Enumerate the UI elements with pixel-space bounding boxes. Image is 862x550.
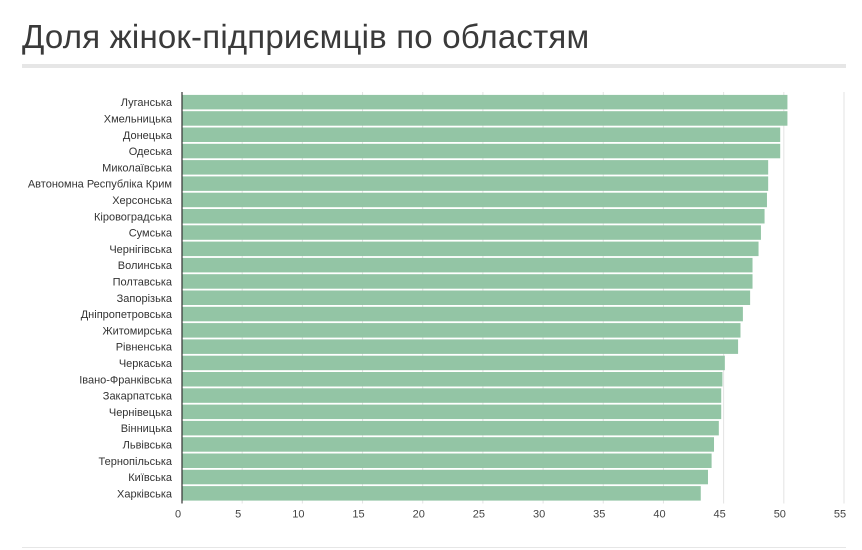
category-label: Луганська — [121, 97, 173, 109]
bar — [182, 420, 719, 436]
category-label: Запорізька — [117, 293, 173, 305]
category-labels: Луганська Хмельницька Донецька Одеська Микол… — [28, 97, 173, 500]
x-tick-label: 45 — [714, 509, 726, 521]
bar — [182, 127, 781, 142]
page-title: Доля жінок-підприємців по областям — [22, 18, 590, 55]
bar — [182, 372, 723, 387]
x-tick-label: 10 — [292, 509, 304, 521]
category-label: Одеська — [129, 146, 173, 158]
bar — [182, 209, 765, 224]
bar — [182, 241, 759, 257]
category-label: Закарпатська — [103, 391, 173, 403]
category-label: Чернівецька — [109, 407, 173, 419]
bar — [182, 306, 743, 322]
x-tick-label: 50 — [774, 509, 786, 521]
title-divider — [22, 64, 846, 68]
bar — [182, 274, 753, 289]
category-label: Чернігівська — [109, 244, 173, 256]
bar — [182, 143, 781, 159]
category-label: Івано-Франківська — [79, 374, 173, 386]
bar — [182, 486, 701, 501]
bottom-divider — [22, 547, 846, 548]
bar — [182, 355, 725, 371]
category-label: Львівська — [123, 439, 173, 451]
x-tick-label: 55 — [834, 509, 846, 521]
x-tick-label: 25 — [473, 509, 485, 521]
category-label: Рівненська — [116, 342, 173, 354]
x-tick-label: 5 — [235, 509, 241, 521]
category-label: Київська — [128, 472, 173, 484]
bar — [182, 94, 788, 110]
x-tick-label: 35 — [593, 509, 605, 521]
x-tick-label: 0 — [175, 509, 181, 521]
bar — [182, 323, 741, 338]
category-label: Хмельницька — [104, 113, 173, 125]
bars — [182, 94, 788, 501]
bar — [182, 453, 712, 468]
category-label: Автономна Республіка Крим — [28, 179, 172, 191]
bar — [182, 290, 751, 305]
category-label: Херсонська — [112, 195, 173, 207]
bar — [182, 404, 722, 420]
category-label: Полтавська — [113, 276, 173, 288]
category-label: Волинська — [118, 260, 173, 272]
bar — [182, 469, 708, 485]
category-label: Харківська — [117, 488, 173, 500]
bar — [182, 111, 788, 126]
x-tick-label: 40 — [653, 509, 665, 521]
category-label: Тернопільська — [99, 456, 173, 468]
x-tick-label: 30 — [533, 509, 545, 521]
bar — [182, 160, 769, 175]
x-tick-label: 15 — [352, 509, 364, 521]
category-label: Сумська — [129, 228, 173, 240]
category-label: Черкаська — [119, 358, 173, 370]
bar — [182, 192, 767, 208]
category-label: Житомирська — [102, 325, 172, 337]
category-label: Миколаївська — [102, 162, 173, 174]
bar — [182, 437, 715, 452]
bar — [182, 388, 722, 403]
x-tick-label: 20 — [413, 509, 425, 521]
category-label: Вінницька — [121, 423, 173, 435]
bar — [182, 176, 769, 191]
bar — [182, 339, 739, 354]
category-label: Дніпропетровська — [81, 309, 173, 321]
bar — [182, 257, 753, 273]
category-label: Донецька — [123, 130, 173, 142]
bar — [182, 225, 761, 240]
tick-labels: 0 5 10 15 20 25 30 35 40 45 50 55 — [175, 509, 846, 521]
category-label: Кіровоградська — [94, 211, 173, 223]
